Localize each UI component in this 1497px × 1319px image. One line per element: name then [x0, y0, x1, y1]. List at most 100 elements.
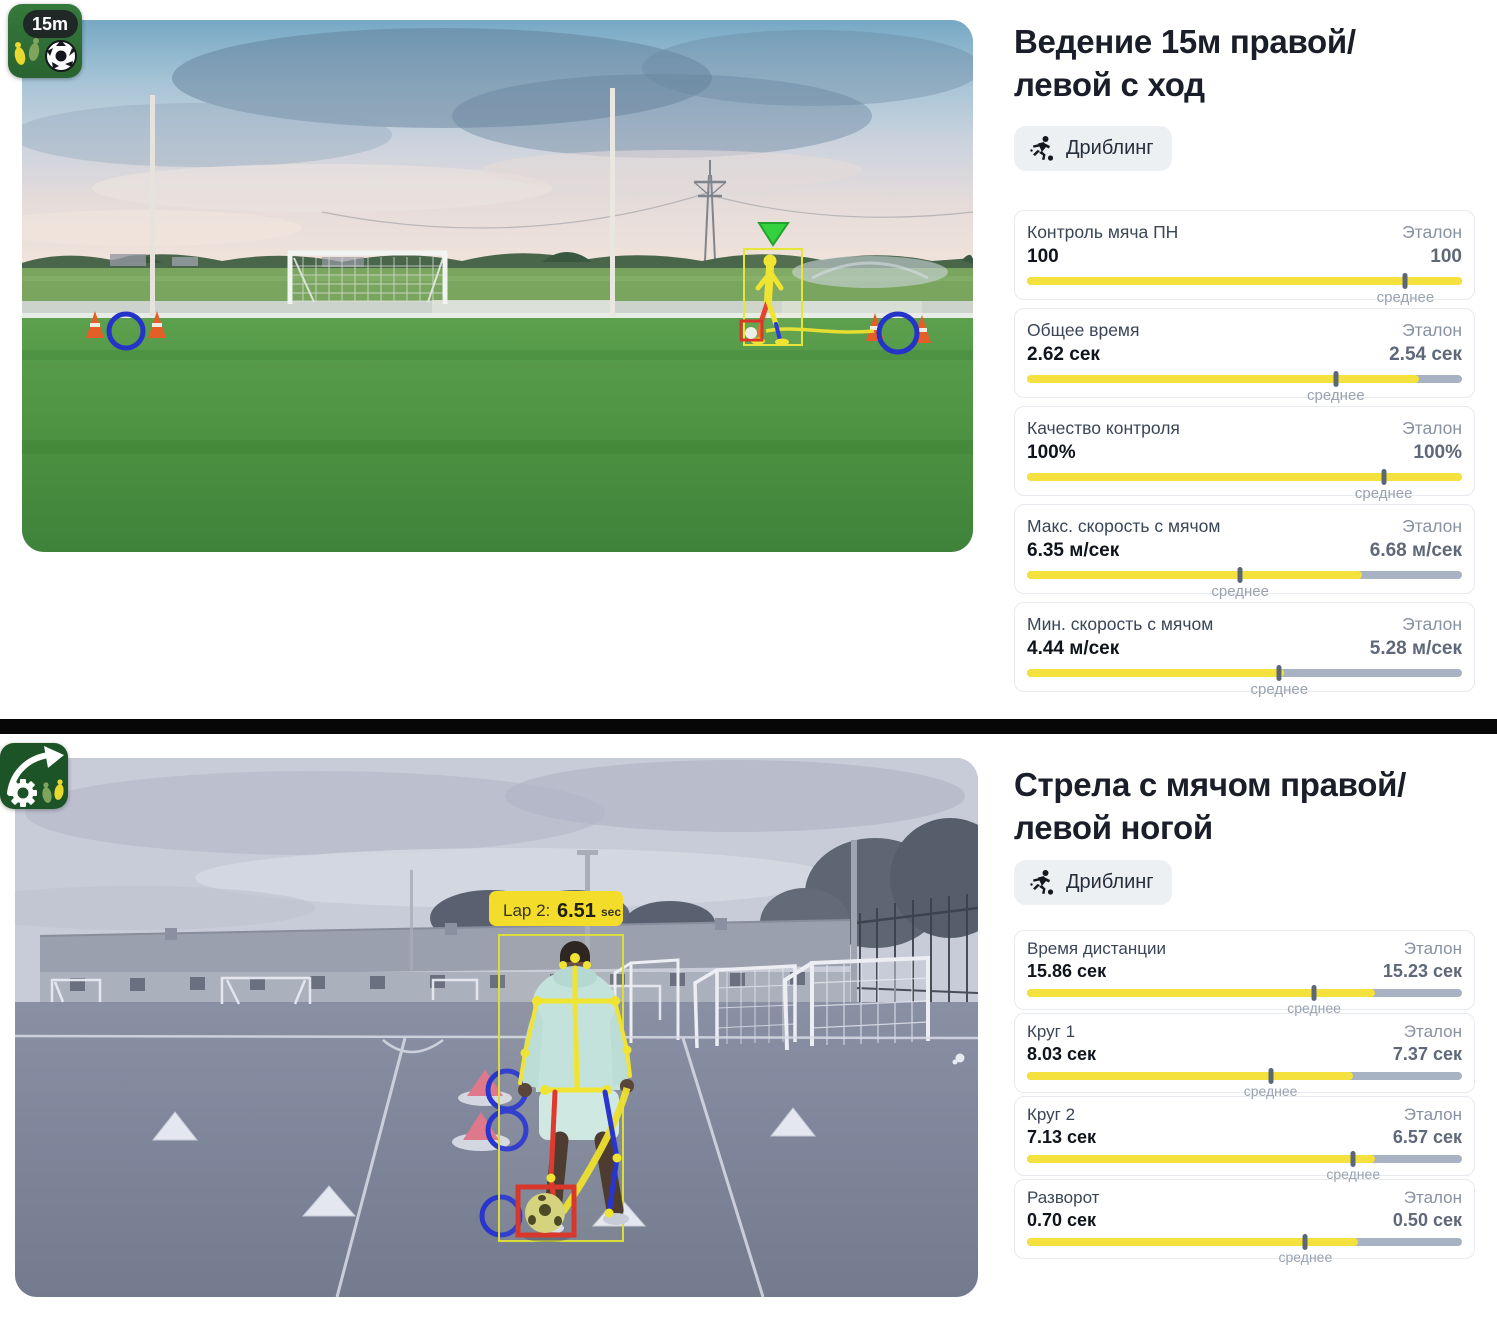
metric-card: Круг 1 Эталон 8.03 сек 7.37 сек среднее: [1014, 1013, 1475, 1099]
section-divider: [0, 719, 1497, 734]
average-marker: [1302, 1234, 1308, 1250]
etalon-label: Эталон: [1402, 516, 1462, 536]
trajectory-rope: [560, 1087, 631, 1214]
etalon-value: 2.54 сек: [1389, 344, 1462, 365]
title-line-2: левой с ход: [1014, 66, 1205, 103]
ball-detection-box: [515, 1184, 577, 1238]
metric-bar-fill: [1027, 669, 1284, 677]
player-pose-overlay: [498, 934, 634, 1242]
metric-bar: среднее: [1027, 371, 1462, 404]
distance-text: 15m: [32, 14, 68, 34]
title-line-1: Ведение 15м правой/: [1014, 23, 1356, 60]
metric-average-label: среднее: [1243, 1083, 1298, 1099]
average-marker: [1276, 665, 1282, 681]
metric-card: Качество контроля Эталон 100% 100% средн…: [1014, 406, 1475, 502]
gear-ball-icon: [9, 779, 37, 807]
blue-ring-2: [485, 1108, 529, 1152]
average-marker: [1402, 273, 1408, 289]
metric-bar-fill: [1027, 375, 1419, 383]
metric-average-label: среднее: [1211, 583, 1269, 600]
etalon-label: Эталон: [1403, 1188, 1462, 1207]
etalon-label: Эталон: [1402, 320, 1462, 340]
sprinkler-mist: [792, 256, 948, 288]
metric-card: Разворот Эталон 0.70 сек 0.50 сек средне…: [1014, 1179, 1475, 1265]
etalon-value: 15.23 сек: [1382, 961, 1462, 981]
metric-value: 7.13 сек: [1027, 1127, 1097, 1147]
dog: [955, 1053, 965, 1063]
average-marker: [1237, 567, 1243, 583]
title-line-1: Стрела с мячом правой/: [1014, 766, 1406, 803]
video-still-arrow-drill[interactable]: Lap 2: 6.51 sec: [15, 758, 978, 1297]
category-chip-label: Дриблинг: [1066, 137, 1154, 159]
metric-card: Контроль мяча ПН Эталон 100 100 среднее: [1014, 210, 1475, 306]
metric-bar: среднее: [1027, 1068, 1462, 1099]
metric-bar: среднее: [1027, 273, 1462, 306]
metric-name: Общее время: [1027, 320, 1140, 340]
metric-name: Разворот: [1027, 1188, 1100, 1207]
metric-bar-track: [1027, 371, 1462, 387]
category-chip-dribbling: Дриблинг: [1014, 126, 1172, 171]
metric-bar-fill: [1027, 1072, 1354, 1080]
metric-card: Круг 2 Эталон 7.13 сек 6.57 сек среднее: [1014, 1096, 1475, 1182]
lap-label-value: 6.51: [557, 900, 596, 922]
exercise-badge-15m: 15m: [8, 4, 82, 78]
metric-value: 100: [1027, 246, 1059, 267]
metric-bar-fill: [1027, 989, 1375, 997]
lap-label-unit: sec: [601, 905, 621, 919]
field-pole-left: [150, 95, 155, 316]
etalon-label: Эталон: [1402, 222, 1462, 242]
average-marker: [1350, 1151, 1356, 1167]
pitch-lines: [15, 1034, 978, 1297]
metric-bar-fill: [1027, 473, 1462, 481]
field-scene-sunset: [22, 20, 973, 552]
metric-name: Круг 2: [1027, 1105, 1076, 1124]
metric-card: Мин. скорость с мячом Эталон 4.44 м/сек …: [1014, 602, 1475, 698]
metric-average-label: среднее: [1307, 387, 1365, 404]
exercise-title: Стрела с мячом правой/ левой ногой: [1014, 763, 1479, 849]
metric-bar-track: [1027, 273, 1462, 289]
metric-bar-track: [1027, 1234, 1462, 1250]
etalon-value: 100: [1430, 246, 1462, 267]
metric-card: Общее время Эталон 2.62 сек 2.54 сек сре…: [1014, 308, 1475, 404]
metric-average-label: среднее: [1354, 485, 1413, 502]
metric-average-label: среднее: [1326, 1166, 1381, 1182]
metric-value: 6.35 м/сек: [1027, 540, 1120, 561]
exercise-badge-arrow: [0, 743, 68, 809]
metric-average-label: среднее: [1287, 1000, 1341, 1016]
metric-bar-fill: [1027, 1238, 1358, 1246]
metric-name: Мин. скорость с мячом: [1027, 614, 1214, 634]
video-still-dribbling-15m[interactable]: [22, 20, 973, 552]
etalon-label: Эталон: [1403, 1105, 1462, 1124]
metric-name: Время дистанции: [1027, 939, 1166, 958]
etalon-value: 0.50 сек: [1392, 1210, 1462, 1230]
soccer-ball-icon: [45, 40, 77, 72]
distance-pill: [23, 10, 78, 38]
metric-card: Макс. скорость с мячом Эталон 6.35 м/сек…: [1014, 504, 1475, 600]
metric-value: 100%: [1027, 442, 1076, 463]
metric-bar: среднее: [1027, 665, 1462, 698]
etalon-value: 6.57 сек: [1392, 1127, 1462, 1147]
metric-name: Макс. скорость с мячом: [1027, 516, 1221, 536]
finish-gate-cones: [866, 311, 931, 355]
average-marker: [1268, 1068, 1274, 1084]
metric-bar-fill: [1027, 571, 1362, 579]
metric-value: 2.62 сек: [1027, 344, 1100, 365]
curved-arrow-icon: [7, 746, 64, 796]
etalon-label: Эталон: [1403, 1022, 1462, 1041]
metric-card: Время дистанции Эталон 15.86 сек 15.23 с…: [1014, 930, 1475, 1016]
player-marker-triangle: [757, 222, 790, 247]
metric-value: 0.70 сек: [1027, 1210, 1097, 1230]
metric-bar-track: [1027, 1068, 1462, 1084]
pink-cone-1: [467, 1070, 503, 1096]
metric-value: 8.03 сек: [1027, 1044, 1097, 1064]
metric-bar: среднее: [1027, 1234, 1462, 1265]
title-line-2: левой ногой: [1014, 809, 1213, 846]
metric-name: Круг 1: [1027, 1022, 1076, 1041]
etalon-value: 100%: [1413, 442, 1462, 463]
metric-bar: среднее: [1027, 567, 1462, 600]
metric-value: 15.86 сек: [1027, 961, 1107, 981]
metric-bar-track: [1027, 665, 1462, 681]
metric-bar-track: [1027, 1151, 1462, 1167]
metric-bar: среднее: [1027, 469, 1462, 502]
footprints-icon: [14, 38, 40, 65]
